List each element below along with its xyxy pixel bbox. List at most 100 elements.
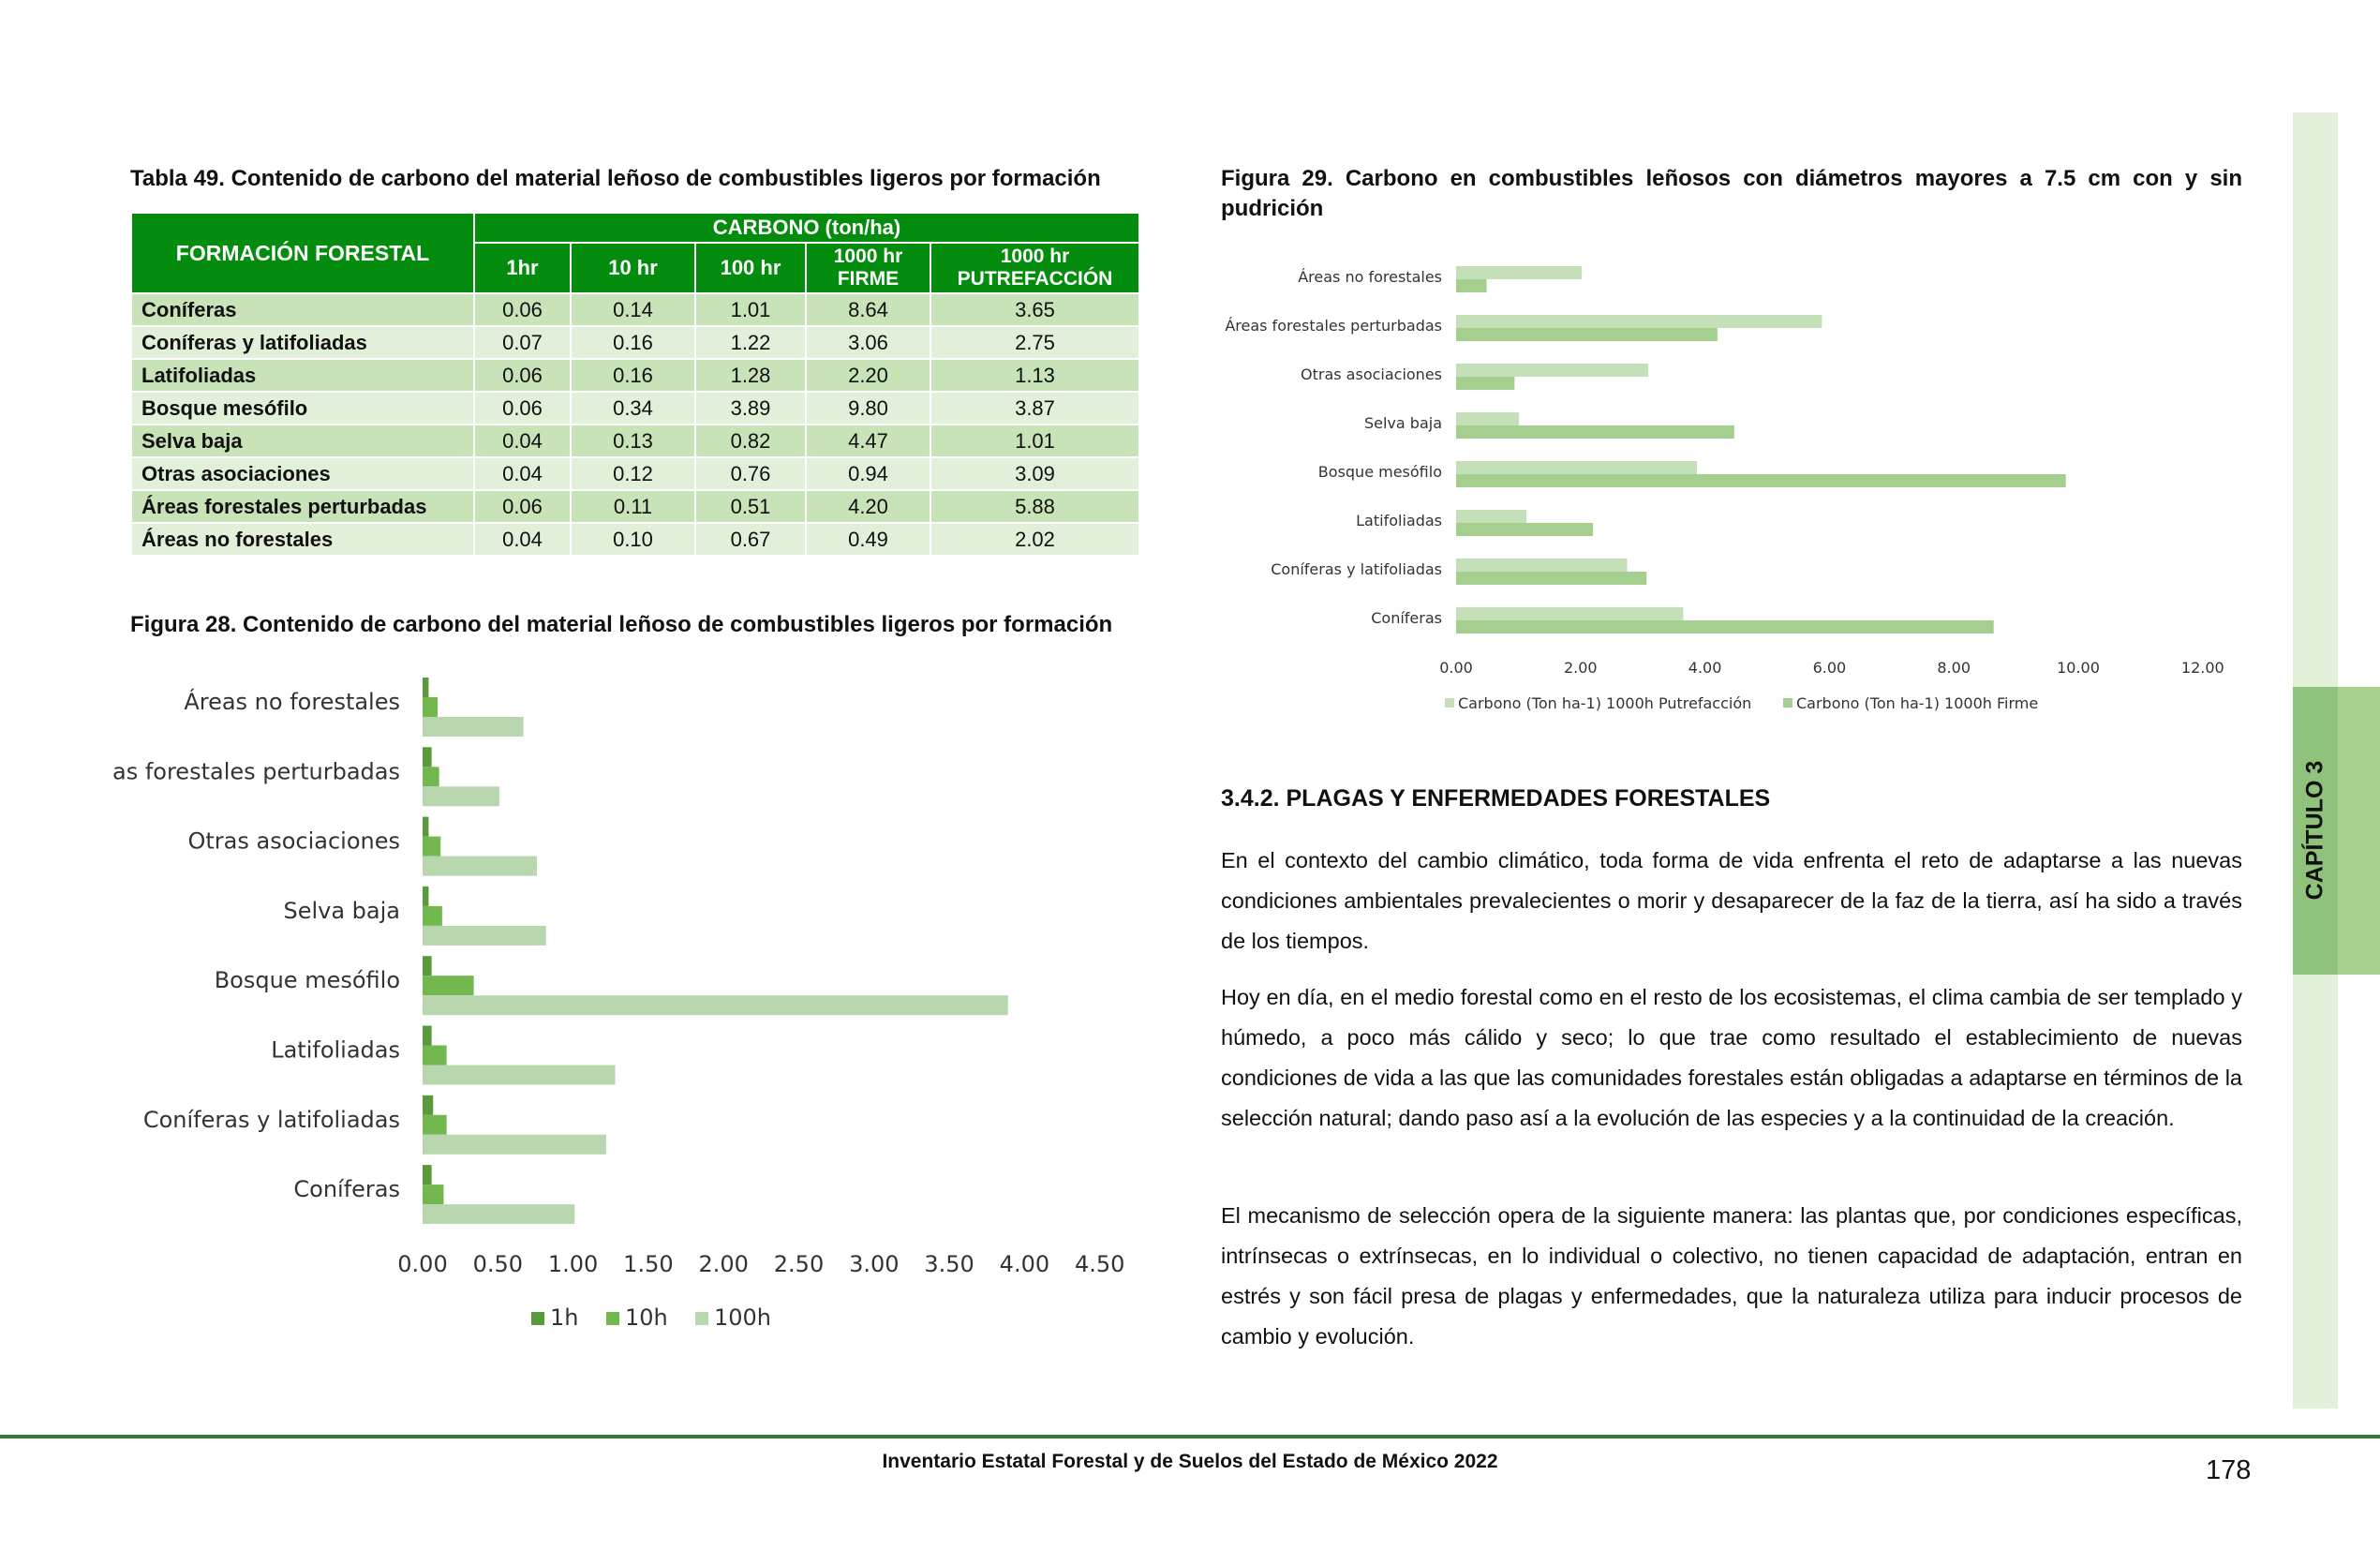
footer-title: Inventario Estatal Forestal y de Suelos … <box>882 1451 1498 1472</box>
category-label: Otras asociaciones <box>188 828 401 855</box>
category-label: Selva baja <box>1364 414 1442 432</box>
figure29-caption: Figura 29. Carbono en combustibles leños… <box>1221 166 2242 221</box>
x-tick-label: 6.00 <box>1813 659 1847 677</box>
cell-value: 0.34 <box>570 391 696 425</box>
page-number: 178 <box>2206 1455 2252 1485</box>
cell-value: 2.20 <box>805 358 931 393</box>
bar-1h <box>423 747 432 768</box>
legend-label: Carbono (Ton ha-1) 1000h Putrefacción <box>1458 694 1751 712</box>
cell-value: 1.01 <box>930 424 1140 458</box>
legend-swatch <box>531 1312 544 1325</box>
bar-series-1 <box>1456 572 1647 585</box>
cell-value: 2.02 <box>930 522 1140 557</box>
bar-series-0 <box>1456 607 1684 620</box>
category-label: Áreas no forestales <box>1298 268 1442 286</box>
x-tick-label: 0.00 <box>397 1251 447 1277</box>
table-row: Áreas forestales perturbadas 0.06 0.11 0.51… <box>130 489 1140 524</box>
legend-swatch <box>695 1312 708 1325</box>
x-tick-label: 10.00 <box>2057 659 2100 677</box>
bar-series-1 <box>1456 377 1515 390</box>
cell-value: 9.80 <box>805 391 931 425</box>
bar-100h <box>423 856 538 876</box>
figure29-chart: Áreas no forestales Áreas forestales pert… <box>1225 266 2224 712</box>
cell-value: 1.13 <box>930 358 1140 393</box>
category-label: Latifoliadas <box>271 1037 400 1064</box>
row-formacion: Bosque mesófilo <box>130 391 475 425</box>
x-tick-label: 1.50 <box>623 1251 673 1277</box>
bar-series-1 <box>1456 620 1994 633</box>
legend-label: 1h <box>550 1304 578 1331</box>
figure28-chart: Áreas no forestales Áreas forestales pert… <box>112 678 1124 1331</box>
bar-10h <box>423 1114 447 1135</box>
category-label: Áreas forestales perturbadas <box>112 757 400 784</box>
bar-100h <box>423 995 1008 1016</box>
header-100hr: 100 hr <box>694 242 807 294</box>
bar-1h <box>423 1095 434 1115</box>
cell-value: 0.07 <box>473 325 572 360</box>
cell-value: 3.06 <box>805 325 931 360</box>
category-label: Áreas forestales perturbadas <box>1225 317 1442 335</box>
bar-100h <box>423 1065 616 1085</box>
header-carbono: CARBONO (ton/ha) <box>473 212 1140 244</box>
cell-value: 0.06 <box>473 292 572 327</box>
row-formacion: Áreas forestales perturbadas <box>130 489 475 524</box>
legend-label: 100h <box>714 1304 771 1331</box>
cell-value: 0.12 <box>570 456 696 491</box>
bar-10h <box>423 1185 444 1205</box>
legend-swatch <box>606 1312 619 1325</box>
x-tick-label: 4.00 <box>1688 659 1722 677</box>
paragraph-3: El mecanismo de selección opera de la si… <box>1221 1203 2242 1349</box>
table-row: Áreas no forestales 0.04 0.10 0.67 0.49 2.02 <box>130 522 1140 557</box>
bar-series-1 <box>1456 328 1718 341</box>
table-row: Selva baja 0.04 0.13 0.82 4.47 1.01 <box>130 424 1140 458</box>
cell-value: 2.75 <box>930 325 1140 360</box>
cell-value: 0.06 <box>473 391 572 425</box>
section-title: 3.4.2. PLAGAS Y ENFERMEDADES FORESTALES <box>1221 785 1771 812</box>
category-label: Coníferas <box>293 1176 400 1202</box>
cell-value: 4.47 <box>805 424 931 458</box>
cell-value: 1.01 <box>694 292 807 327</box>
category-label: Latifoliadas <box>1356 512 1442 529</box>
cell-value: 0.16 <box>570 325 696 360</box>
cell-value: 0.10 <box>570 522 696 557</box>
paragraph-1: En el contexto del cambio climático, tod… <box>1221 848 2242 953</box>
row-formacion: Coníferas y latifoliadas <box>130 325 475 360</box>
bar-100h <box>423 1134 606 1155</box>
bar-series-0 <box>1456 510 1527 523</box>
row-formacion: Latifoliadas <box>130 358 475 393</box>
bar-series-0 <box>1456 559 1628 572</box>
bar-100h <box>423 925 546 946</box>
cell-value: 0.11 <box>570 489 696 524</box>
legend-swatch <box>1783 698 1792 708</box>
bar-series-1 <box>1456 523 1594 536</box>
bar-series-0 <box>1456 315 1822 328</box>
bar-series-0 <box>1456 412 1520 425</box>
x-tick-label: 3.50 <box>924 1251 974 1277</box>
cell-value: 3.65 <box>930 292 1140 327</box>
cell-value: 0.06 <box>473 358 572 393</box>
cell-value: 0.82 <box>694 424 807 458</box>
legend-label: 10h <box>625 1304 668 1331</box>
cell-value: 0.04 <box>473 456 572 491</box>
cell-value: 4.20 <box>805 489 931 524</box>
cell-value: 0.04 <box>473 424 572 458</box>
cell-value: 5.88 <box>930 489 1140 524</box>
bar-100h <box>423 1204 575 1225</box>
x-tick-label: 2.50 <box>774 1251 824 1277</box>
x-tick-label: 3.00 <box>849 1251 899 1277</box>
cell-value: 0.06 <box>473 489 572 524</box>
category-label: Coníferas <box>1371 609 1442 627</box>
category-label: Bosque mesófilo <box>1318 463 1442 481</box>
bar-100h <box>423 717 524 737</box>
header-10hr: 10 hr <box>570 242 696 294</box>
bar-10h <box>423 697 439 717</box>
category-label: Coníferas y latifoliadas <box>1271 560 1442 578</box>
cell-value: 3.87 <box>930 391 1140 425</box>
table-caption: Tabla 49. Contenido de carbono del mater… <box>130 166 1101 191</box>
bar-series-0 <box>1456 266 1583 279</box>
table-row: Latifoliadas 0.06 0.16 1.28 2.20 1.13 <box>130 358 1140 393</box>
cell-value: 0.13 <box>570 424 696 458</box>
cell-value: 0.76 <box>694 456 807 491</box>
category-label: Otras asociaciones <box>1301 365 1442 383</box>
cell-value: 0.04 <box>473 522 572 557</box>
